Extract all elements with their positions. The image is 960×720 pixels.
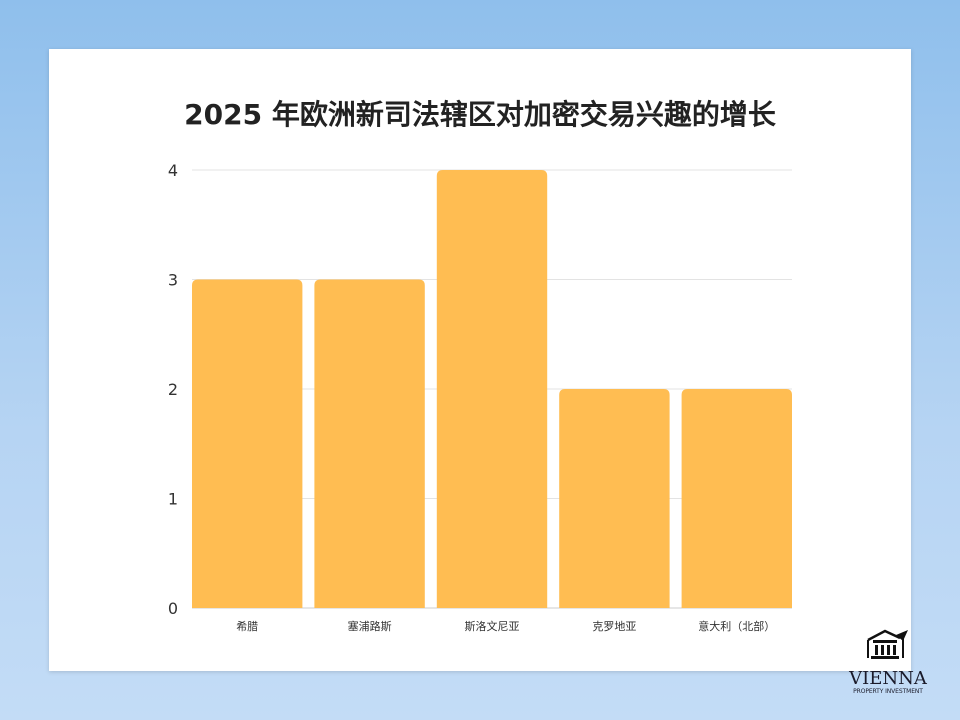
bar xyxy=(559,389,670,608)
y-tick-label: 2 xyxy=(168,380,178,399)
building-growth-icon xyxy=(867,629,908,659)
x-tick-label: 希腊 xyxy=(236,619,258,633)
bar xyxy=(436,170,548,608)
y-tick-label: 1 xyxy=(168,490,178,509)
logo-subtitle: PROPERTY INVESTMENT xyxy=(853,688,923,695)
bar xyxy=(681,389,792,608)
y-tick-label: 4 xyxy=(168,161,178,180)
x-tick-label: 塞浦路斯 xyxy=(348,619,392,633)
chart-title: 2025 年欧洲新司法辖区对加密交易兴趣的增长 xyxy=(184,98,776,131)
x-tick-label: 斯洛文尼亚 xyxy=(465,619,520,633)
bar xyxy=(192,279,303,608)
x-tick-label: 意大利（北部） xyxy=(698,619,775,633)
x-tick-label: 克罗地亚 xyxy=(592,620,636,633)
y-tick-label: 0 xyxy=(168,599,178,618)
y-tick-label: 3 xyxy=(168,271,178,290)
vienna-logo: VIENNA PROPERTY INVESTMENT xyxy=(838,628,938,695)
bar xyxy=(314,279,425,608)
logo-name: VIENNA xyxy=(849,668,927,689)
